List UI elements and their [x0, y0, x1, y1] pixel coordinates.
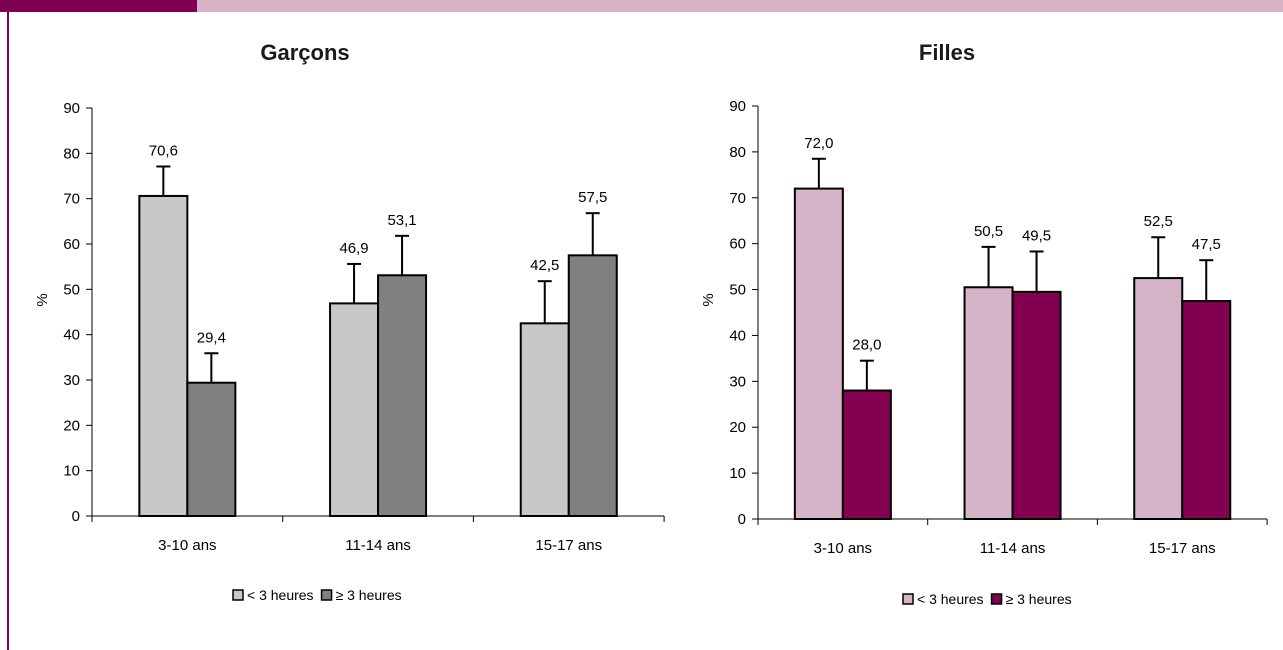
- data-label: 46,9: [339, 240, 368, 257]
- y-tick-label: 80: [729, 144, 746, 161]
- y-tick-label: 0: [72, 508, 80, 525]
- data-label: 42,5: [530, 257, 559, 274]
- y-tick-label: 0: [738, 511, 746, 528]
- data-label: 47,5: [1192, 236, 1221, 253]
- y-tick-label: 40: [63, 327, 80, 344]
- data-label: 72,0: [804, 135, 833, 152]
- data-label: 57,5: [578, 189, 607, 206]
- x-tick-label: 3-10 ans: [158, 537, 216, 554]
- legend-entry: ≥ 3 heures: [1006, 591, 1072, 607]
- data-label: 53,1: [387, 212, 416, 229]
- legend-entry: ≥ 3 heures: [336, 587, 402, 603]
- y-tick-label: 10: [63, 463, 80, 480]
- y-axis-label: %: [700, 293, 717, 306]
- legend-entry: < 3 heures: [917, 591, 984, 607]
- data-label: 49,5: [1022, 227, 1051, 244]
- y-tick-label: 70: [63, 191, 80, 208]
- x-tick-label: 11-14 ans: [980, 540, 1046, 557]
- chart-title: Garçons: [260, 40, 349, 65]
- data-label: 50,5: [974, 223, 1003, 240]
- legend-swatch: [320, 589, 333, 601]
- data-label: 70,6: [149, 142, 178, 159]
- legend: < 3 heures ≥ 3 heures: [232, 587, 402, 603]
- y-tick-label: 70: [729, 190, 746, 207]
- bars: 70,6 29,4 46,9 53,1 42,5 57,5: [138, 142, 618, 518]
- y-tick-label: 40: [729, 327, 746, 344]
- bar: [1181, 300, 1232, 520]
- bar: [138, 194, 189, 518]
- bar: [1011, 290, 1062, 520]
- bars: 72,0 28,0 50,5 49,5 52,5 47,5: [793, 135, 1232, 521]
- header-bar: [197, 0, 1283, 12]
- bar: [963, 286, 1014, 520]
- y-tick-label: 20: [63, 417, 80, 434]
- bar: [519, 322, 570, 518]
- header-bar-accent: [0, 0, 197, 12]
- x-tick-label: 3-10 ans: [814, 540, 872, 557]
- y-tick-label: 50: [729, 282, 746, 299]
- bar: [186, 381, 237, 517]
- data-label: 29,4: [197, 329, 226, 346]
- x-tick-label: 15-17 ans: [1149, 540, 1216, 557]
- y-tick-label: 80: [63, 145, 80, 162]
- y-tick-label: 60: [729, 236, 746, 253]
- chart-boys: Garçons % 0 10 20 30 40 50 60 70 80 90 3-10 ans 11-…: [34, 40, 665, 603]
- x-tick-label: 11-14 ans: [345, 537, 411, 554]
- y-tick-label: 30: [63, 372, 80, 389]
- bar: [793, 187, 844, 520]
- chart-girls: Filles % 0 10 20 30 40 50 60 70 80 90 3-10 ans 11-1…: [700, 40, 1268, 607]
- bar: [567, 254, 618, 517]
- y-axis-label: %: [34, 293, 51, 306]
- legend-swatch: [902, 593, 914, 605]
- y-tick-label: 30: [729, 373, 746, 390]
- legend-entry: < 3 heures: [247, 587, 314, 603]
- y-tick-label: 50: [63, 281, 80, 298]
- data-label: 52,5: [1144, 213, 1173, 230]
- y-tick-label: 10: [729, 465, 746, 482]
- bar: [329, 302, 380, 517]
- legend-swatch: [232, 589, 244, 601]
- bar: [1133, 277, 1184, 521]
- x-tick-label: 15-17 ans: [535, 537, 602, 554]
- bar: [377, 274, 428, 517]
- y-tick-label: 20: [729, 419, 746, 436]
- y-tick-label: 60: [63, 236, 80, 253]
- y-tick-label: 90: [729, 98, 746, 115]
- y-tick-label: 90: [63, 100, 80, 117]
- legend: < 3 heures ≥ 3 heures: [902, 591, 1072, 607]
- legend-swatch: [990, 593, 1003, 605]
- data-label: 28,0: [852, 337, 881, 354]
- left-border-rule: [7, 12, 9, 650]
- bar: [841, 389, 892, 520]
- chart-title: Filles: [919, 40, 975, 65]
